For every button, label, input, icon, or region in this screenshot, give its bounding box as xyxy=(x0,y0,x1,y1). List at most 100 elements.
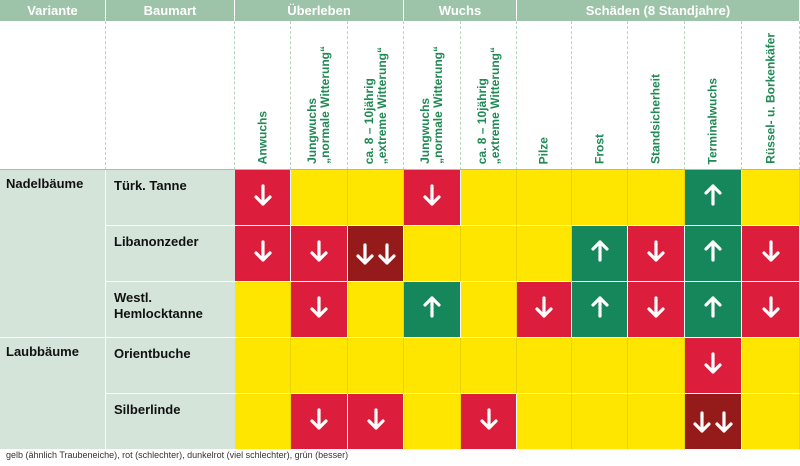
column-header-label: Standsicherheit xyxy=(648,73,663,164)
arrow-down-icon xyxy=(253,184,273,211)
rating-cell xyxy=(628,394,685,450)
group-header-label: Baumart xyxy=(143,3,197,18)
rating-cell xyxy=(517,170,572,226)
rating-cell xyxy=(404,338,461,394)
arrow-down-icon xyxy=(534,296,554,323)
rating-cell xyxy=(685,226,742,282)
rating-cell xyxy=(628,170,685,226)
rating-cell xyxy=(404,282,461,338)
rating-cell xyxy=(235,338,291,394)
rating-cell xyxy=(572,338,628,394)
column-header: Terminalwuchs xyxy=(685,21,742,170)
rating-cell xyxy=(685,338,742,394)
species-label: Türk. Tanne xyxy=(106,170,235,226)
rating-cell xyxy=(348,226,404,282)
rating-cell xyxy=(742,394,800,450)
rating-cell xyxy=(461,282,517,338)
rating-cell xyxy=(291,170,348,226)
variant-label: Laubbäume xyxy=(0,338,106,450)
arrow-down-icon xyxy=(646,296,666,323)
species-label: Westl. Hemlocktanne xyxy=(106,282,235,338)
arrow-down-icon xyxy=(479,408,499,435)
rating-cell xyxy=(461,170,517,226)
column-header-label: Pilze xyxy=(536,136,551,164)
header-spacer xyxy=(106,21,235,170)
rating-cell xyxy=(572,170,628,226)
column-header: Standsicherheit xyxy=(628,21,685,170)
rating-cell xyxy=(742,338,800,394)
arrow-up-icon xyxy=(422,296,442,323)
rating-cell xyxy=(291,226,348,282)
group-header: Variante xyxy=(0,0,106,21)
rating-cell xyxy=(404,226,461,282)
column-header: Anwuchs xyxy=(235,21,291,170)
rating-cell xyxy=(572,226,628,282)
column-header: ca. 8 – 10jährig „extreme Witterung“ xyxy=(348,21,404,170)
column-header-label: Frost xyxy=(592,134,606,164)
variant-label: Nadelbäume xyxy=(0,170,106,338)
rating-cell xyxy=(517,282,572,338)
legend-caption: gelb (ähnlich Traubeneiche), rot (schlec… xyxy=(6,450,349,460)
column-header-label: Rüssel- u. Borkenkäfer xyxy=(763,33,777,164)
group-header-label: Wuchs xyxy=(438,3,482,18)
arrow-up-icon xyxy=(703,184,723,211)
column-header-label: Jungwuchs „normale Witterung“ xyxy=(418,46,445,164)
rating-cell xyxy=(404,394,461,450)
arrow-down-icon xyxy=(761,296,781,323)
double-arrow-down-icon xyxy=(692,410,734,433)
double-arrow-down-icon xyxy=(355,242,397,265)
rating-cell xyxy=(235,394,291,450)
rating-cell xyxy=(461,394,517,450)
arrow-up-icon xyxy=(703,240,723,267)
group-header: Baumart xyxy=(106,0,235,21)
column-header-label: Anwuchs xyxy=(255,110,269,164)
rating-cell xyxy=(685,282,742,338)
rating-cell xyxy=(517,338,572,394)
rating-cell xyxy=(461,338,517,394)
rating-cell xyxy=(742,282,800,338)
species-label: Silberlinde xyxy=(106,394,235,450)
arrow-up-icon xyxy=(590,240,610,267)
rating-cell xyxy=(291,394,348,450)
column-header-label: ca. 8 – 10jährig „extreme Witterung“ xyxy=(474,46,502,164)
column-header: Jungwuchs „normale Witterung“ xyxy=(404,21,461,170)
rating-cell xyxy=(235,226,291,282)
rating-cell xyxy=(628,226,685,282)
rating-cell xyxy=(348,338,404,394)
rating-cell xyxy=(685,394,742,450)
rating-cell xyxy=(404,170,461,226)
group-header-label: Schäden (8 Standjahre) xyxy=(585,3,731,18)
rating-cell xyxy=(291,338,348,394)
rating-cell xyxy=(348,170,404,226)
rating-cell xyxy=(235,170,291,226)
arrow-down-icon xyxy=(253,240,273,267)
column-header: Jungwuchs „normale Witterung“ xyxy=(291,21,348,170)
arrow-down-icon xyxy=(309,296,329,323)
column-header: Pilze xyxy=(517,21,572,170)
rating-cell xyxy=(291,282,348,338)
header-rule xyxy=(0,169,800,170)
group-header-label: Überleben xyxy=(287,3,351,18)
column-header: Frost xyxy=(572,21,628,170)
rating-cell xyxy=(517,394,572,450)
rating-cell xyxy=(685,170,742,226)
species-label: Orientbuche xyxy=(106,338,235,394)
rating-cell xyxy=(572,394,628,450)
arrow-down-icon xyxy=(703,352,723,379)
rating-cell xyxy=(348,394,404,450)
arrow-down-icon xyxy=(309,408,329,435)
rating-cell xyxy=(461,226,517,282)
rating-cell xyxy=(628,282,685,338)
group-header: Überleben xyxy=(235,0,404,21)
rating-cell xyxy=(572,282,628,338)
rating-cell xyxy=(628,338,685,394)
column-header: Rüssel- u. Borkenkäfer xyxy=(742,21,800,170)
group-header-label: Variante xyxy=(27,3,78,18)
group-header: Wuchs xyxy=(404,0,517,21)
arrow-down-icon xyxy=(366,408,386,435)
column-header-label: Terminalwuchs xyxy=(705,77,720,164)
rating-cell xyxy=(348,282,404,338)
column-header-label: ca. 8 – 10jährig „extreme Witterung“ xyxy=(361,46,389,164)
group-header: Schäden (8 Standjahre) xyxy=(517,0,800,21)
